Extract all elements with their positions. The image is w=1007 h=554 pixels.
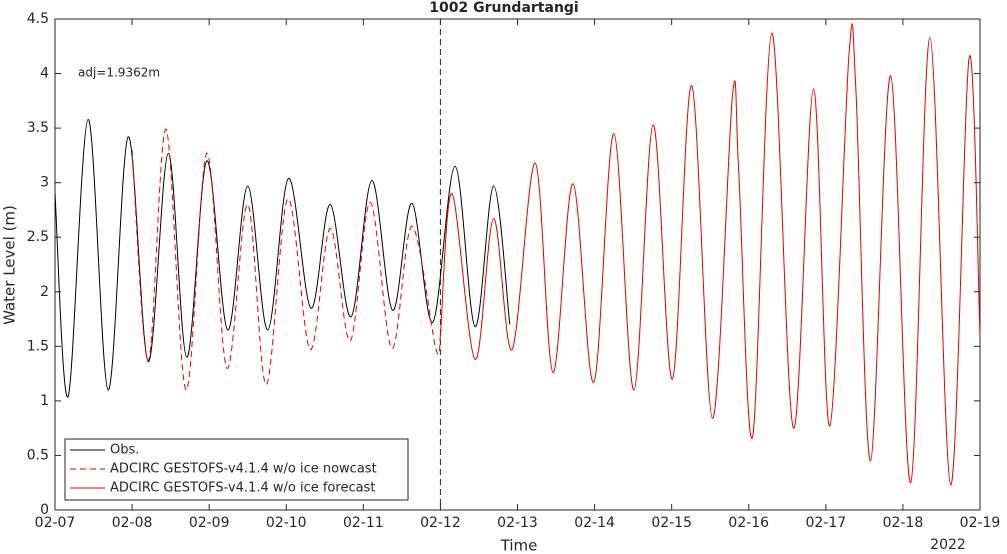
series-line [439,23,981,486]
y-tick-label: 3.5 [27,120,49,136]
plot-frame [54,18,981,511]
x-tick-label: 02-15 [651,515,692,531]
x-tick-label: 02-11 [343,515,384,531]
y-tick-label: 2.5 [27,229,49,245]
series-line [54,118,511,398]
legend-label: Obs. [110,443,139,458]
legend-label: ADCIRC GESTOFS-v4.1.4 w/o ice nowcast [110,462,377,477]
x-tick-label: 02-18 [883,515,924,531]
y-tick-label: 3 [40,175,49,191]
y-tick-label: 4.5 [27,11,49,27]
annotation: adj=1.9362m [78,66,160,80]
x-tick-label: 02-19 [960,515,1001,531]
y-tick-label: 1 [40,393,49,409]
y-tick-label: 0.5 [27,447,49,463]
x-tick-label: 02-07 [35,515,76,531]
x-tick-label: 02-08 [112,515,153,531]
x-tick-label: 02-09 [189,515,230,531]
year-label: 2022 [930,537,966,553]
x-tick-label: 02-14 [574,515,615,531]
x-tick-label: 02-16 [728,515,769,531]
y-axis-label: Water Level (m) [1,205,19,325]
x-tick-label: 02-10 [266,515,307,531]
x-axis-label: Time [500,537,538,554]
y-tick-label: 2 [40,284,49,300]
y-tick-label: 1.5 [27,338,49,354]
x-tick-label: 02-17 [805,515,846,531]
x-tick-label: 02-13 [497,515,538,531]
chart-title: 1002 Grundartangi [429,0,578,16]
x-tick-label: 02-12 [420,515,461,531]
y-tick-label: 4 [40,66,49,82]
y-tick-label: 0 [40,502,49,518]
legend-box [64,438,409,501]
series-line [131,128,441,391]
legend-label: ADCIRC GESTOFS-v4.1.4 w/o ice forecast [110,481,375,496]
